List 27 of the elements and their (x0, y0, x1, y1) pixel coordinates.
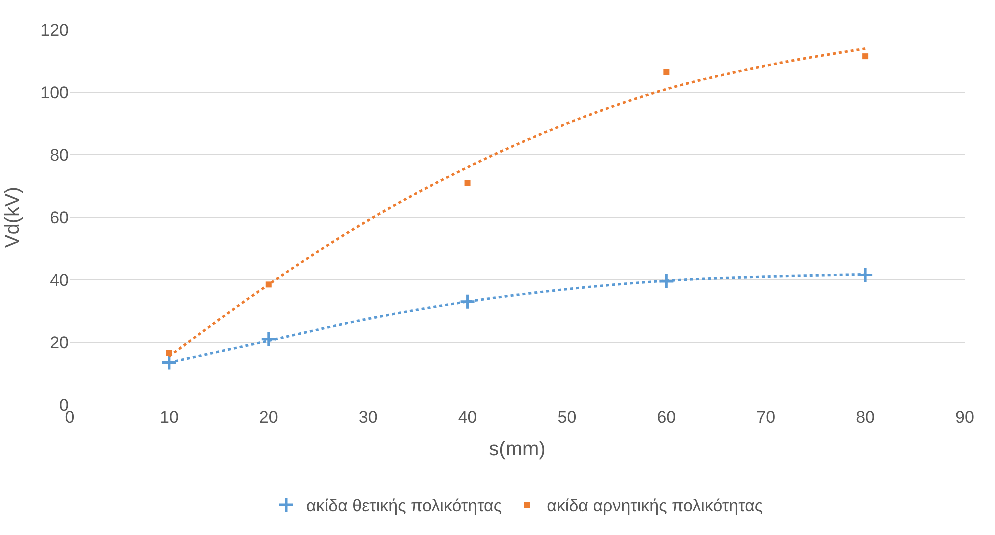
y-tick-label: 100 (40, 83, 69, 102)
point (664, 69, 670, 76)
point (658, 273, 675, 290)
y-tick-label: 40 (50, 270, 69, 290)
y-axis-title: Vd(kV) (2, 186, 24, 248)
y-tick-label: 80 (50, 146, 69, 165)
x-tick-label: 30 (358, 408, 378, 427)
x-tick-label: 80 (856, 408, 876, 427)
point (857, 267, 874, 284)
x-axis-title: s(mm) (489, 438, 546, 460)
point (464, 180, 471, 186)
y-tick-label: 60 (50, 208, 69, 228)
legend-label: ακίδα θετικής πολικότητας (306, 496, 502, 516)
y-tick-label: 120 (40, 20, 69, 40)
point (460, 294, 476, 310)
point (260, 331, 278, 348)
point (161, 354, 178, 372)
x-tick-label: 40 (458, 408, 478, 427)
x-tick-label: 50 (558, 408, 577, 427)
x-tick-label: 90 (956, 408, 974, 427)
x-tick-label: 60 (657, 408, 676, 427)
x-tick-label: 10 (160, 408, 179, 427)
point (862, 54, 869, 60)
y-tick-label: 20 (50, 333, 69, 352)
x-tick-label: 20 (259, 408, 278, 427)
legend-label: ακίδα αρνητικής πολικότητας (547, 496, 764, 516)
x-tick-label: 70 (756, 408, 776, 427)
